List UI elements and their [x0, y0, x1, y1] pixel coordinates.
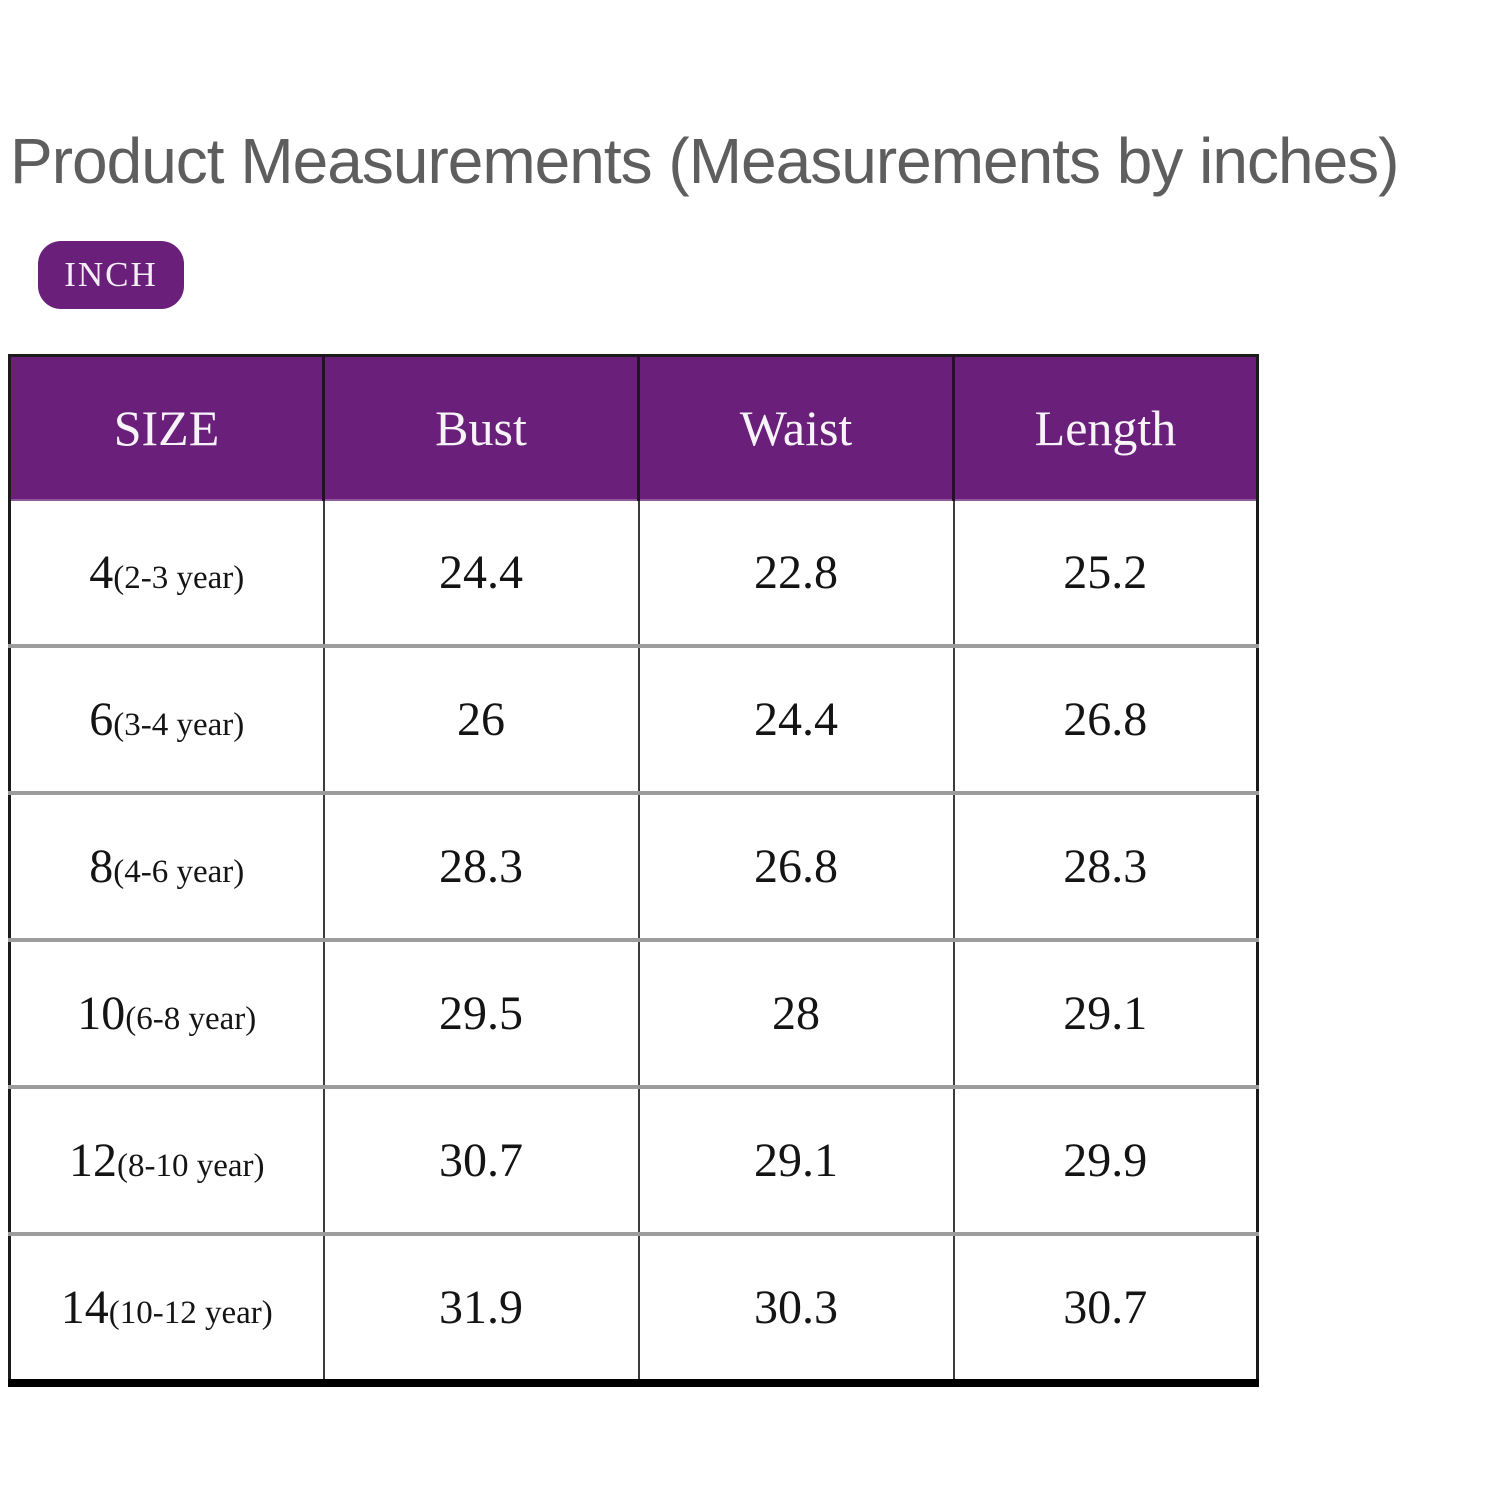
page-title: Product Measurements (Measurements by in…	[10, 125, 1399, 197]
size-number: 12	[68, 1134, 117, 1187]
waist-cell: 26.8	[637, 791, 954, 940]
table-row: 8(4-6 year) 28.3 26.8 28.3	[9, 791, 1258, 940]
bust-cell: 29.5	[322, 938, 639, 1087]
size-cell: 12(8-10 year)	[9, 1085, 324, 1234]
size-number: 6	[89, 693, 114, 746]
bust-cell: 24.4	[322, 500, 639, 646]
size-cell: 14(10-12 year)	[9, 1232, 324, 1383]
table-header-row: SIZE Bust Waist Length	[9, 355, 1258, 501]
bust-cell: 30.7	[322, 1085, 639, 1234]
size-cell: 4(2-3 year)	[9, 500, 324, 646]
size-age-range: (2-3 year)	[113, 560, 245, 596]
length-cell: 29.9	[952, 1085, 1258, 1234]
length-cell: 25.2	[952, 500, 1258, 646]
table-row: 14(10-12 year) 31.9 30.3 30.7	[9, 1232, 1258, 1383]
table-row: 10(6-8 year) 29.5 28 29.1	[9, 938, 1258, 1087]
inch-unit-button[interactable]: INCH	[38, 241, 184, 309]
waist-cell: 24.4	[637, 644, 954, 793]
size-cell: 6(3-4 year)	[9, 644, 324, 793]
size-age-range: (8-10 year)	[116, 1148, 265, 1184]
length-cell: 30.7	[952, 1232, 1258, 1383]
bust-cell: 31.9	[322, 1232, 639, 1383]
size-number: 4	[89, 546, 114, 599]
measurements-table: SIZE Bust Waist Length 4(2-3 year) 24.4 …	[8, 354, 1259, 1387]
header-waist: Waist	[637, 355, 954, 501]
header-size: SIZE	[9, 355, 324, 501]
waist-cell: 28	[637, 938, 954, 1087]
size-number: 8	[89, 840, 114, 893]
size-number: 14	[60, 1281, 109, 1334]
size-number: 10	[77, 987, 126, 1040]
length-cell: 29.1	[952, 938, 1258, 1087]
table-row: 4(2-3 year) 24.4 22.8 25.2	[9, 500, 1258, 646]
waist-cell: 30.3	[637, 1232, 954, 1383]
bust-cell: 26	[322, 644, 639, 793]
header-bust: Bust	[322, 355, 639, 501]
size-age-range: (6-8 year)	[125, 1001, 257, 1037]
length-cell: 26.8	[952, 644, 1258, 793]
waist-cell: 29.1	[637, 1085, 954, 1234]
header-length: Length	[952, 355, 1258, 501]
size-age-range: (4-6 year)	[113, 854, 245, 890]
size-cell: 8(4-6 year)	[9, 791, 324, 940]
size-age-range: (3-4 year)	[113, 707, 245, 743]
table-row: 12(8-10 year) 30.7 29.1 29.9	[9, 1085, 1258, 1234]
bust-cell: 28.3	[322, 791, 639, 940]
length-cell: 28.3	[952, 791, 1258, 940]
size-age-range: (10-12 year)	[108, 1295, 273, 1331]
waist-cell: 22.8	[637, 500, 954, 646]
inch-unit-label: INCH	[64, 255, 158, 294]
table-row: 6(3-4 year) 26 24.4 26.8	[9, 644, 1258, 793]
size-cell: 10(6-8 year)	[9, 938, 324, 1087]
